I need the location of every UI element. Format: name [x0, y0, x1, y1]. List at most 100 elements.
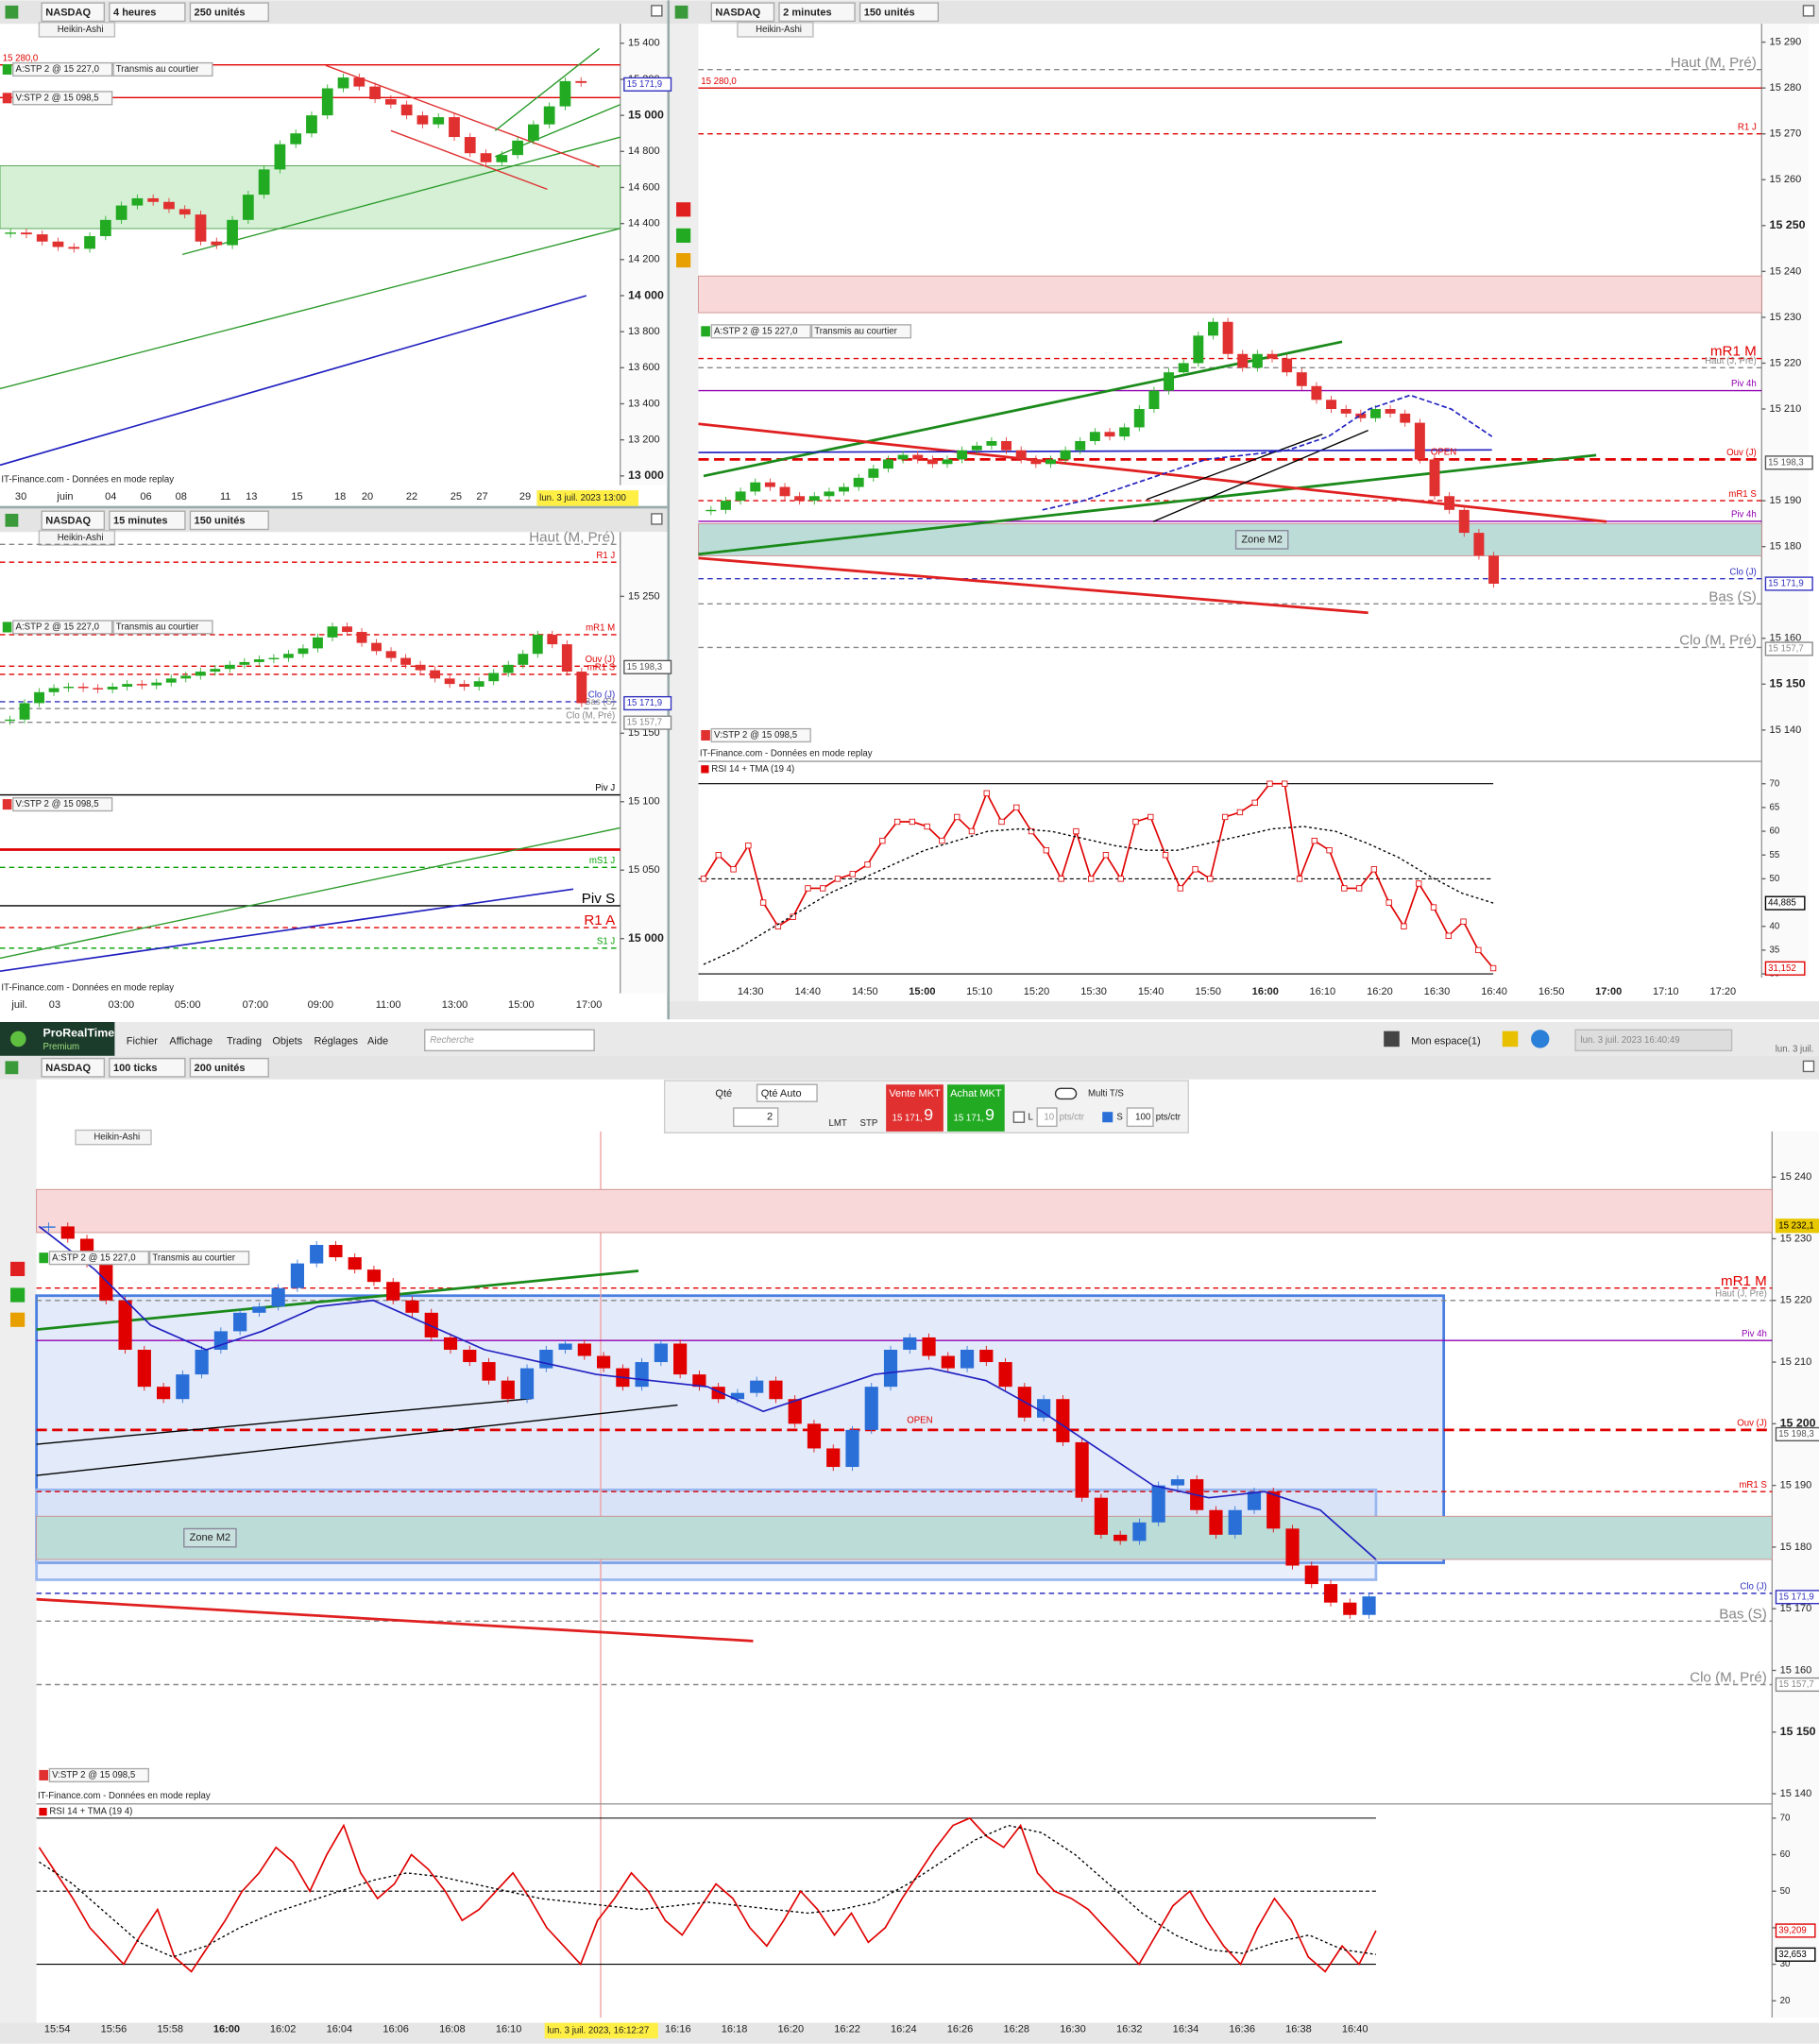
units-dropdown[interactable] [189, 2, 269, 23]
toggle[interactable] [1054, 1087, 1078, 1100]
buy-button[interactable] [947, 1084, 1005, 1132]
menu-item[interactable]: Affichage [169, 1036, 212, 1048]
l-input[interactable] [1036, 1107, 1058, 1128]
candle [52, 241, 64, 247]
candle [165, 678, 177, 683]
timeframe-dropdown[interactable] [109, 1057, 186, 1078]
instrument-dropdown[interactable] [41, 2, 106, 23]
tool-delete[interactable] [676, 202, 691, 217]
candle [1296, 372, 1307, 386]
instrument-dropdown[interactable] [710, 2, 775, 23]
cursor-label: lun. 3 juil. 2023, 16:12:27 [547, 2025, 649, 2035]
qty-auto-button[interactable] [756, 1083, 818, 1102]
qty-input[interactable] [733, 1107, 779, 1128]
s-input[interactable] [1126, 1107, 1154, 1128]
candle [1178, 363, 1189, 373]
x-tick-label: 11 [220, 491, 230, 502]
rsi-point [939, 837, 945, 844]
candle [371, 642, 382, 652]
candle [282, 654, 294, 658]
checkbox-s[interactable] [1102, 1112, 1114, 1123]
candle [1429, 459, 1440, 497]
rsi-point [1460, 918, 1467, 925]
candle [922, 1337, 936, 1356]
candle [826, 1448, 841, 1468]
candle [176, 1374, 190, 1400]
menu-item[interactable]: Réglages [314, 1036, 358, 1048]
tool-validate[interactable] [676, 228, 691, 243]
y-tick-label: 13 200 [628, 434, 660, 446]
x-tick-label: 15:00 [909, 986, 935, 997]
candle [1094, 1497, 1108, 1535]
x-tick-label: 29 [519, 491, 531, 502]
tool-validate[interactable] [10, 1287, 26, 1303]
audio-icon[interactable] [1531, 1030, 1550, 1048]
window-close[interactable] [1802, 1060, 1815, 1073]
candle [195, 672, 206, 676]
candle [561, 644, 572, 673]
candle [211, 241, 223, 246]
y-tick-label: 40 [1770, 921, 1780, 931]
candle [115, 205, 128, 220]
candle [268, 657, 280, 660]
candle [926, 459, 938, 465]
order-status: Transmis au courtier [814, 326, 897, 336]
sell-button[interactable] [886, 1084, 944, 1132]
instrument-dropdown[interactable] [41, 1057, 106, 1078]
units-dropdown[interactable] [189, 510, 269, 531]
window-close[interactable] [1802, 5, 1815, 17]
search-box[interactable] [424, 1029, 595, 1052]
units-dropdown[interactable] [858, 2, 940, 23]
trend-line [698, 449, 1492, 453]
candle [1056, 1399, 1070, 1442]
units-dropdown[interactable] [189, 1057, 269, 1078]
candle [424, 1312, 438, 1337]
x-tick-label: 15:30 [1080, 986, 1107, 997]
y-tick-label: 15 240 [1780, 1171, 1812, 1183]
timeframe-dropdown[interactable] [778, 2, 856, 23]
y-tick-label: 15 250 [1770, 218, 1806, 231]
x-tick-label: 16:28 [1003, 2023, 1029, 2035]
order-icon [2, 622, 12, 633]
menu-item[interactable]: Fichier [127, 1036, 158, 1048]
stp[interactable]: STP [860, 1118, 878, 1129]
menu-item[interactable]: Trading [227, 1036, 262, 1048]
candle [464, 137, 476, 154]
candle [482, 1362, 496, 1381]
menu-item[interactable]: Objets [272, 1036, 302, 1048]
window-close[interactable] [651, 5, 663, 17]
candle [366, 1269, 382, 1283]
cursor-label-bg [536, 490, 639, 506]
indicator-marker-label: 32,653 [1778, 1950, 1806, 1960]
y-tick-label: 13 800 [628, 326, 660, 337]
data-source: IT-Finance.com - Données en mode replay [700, 748, 873, 758]
level-label: mR1 S [587, 663, 615, 673]
level-label: mR1 M [1710, 344, 1757, 360]
candle [178, 209, 191, 215]
candle [313, 637, 323, 649]
instrument-dropdown[interactable] [41, 510, 106, 531]
workspace[interactable]: Mon espace(1) [1411, 1036, 1480, 1048]
save-icon[interactable] [1384, 1031, 1400, 1048]
tool-alert[interactable] [676, 253, 691, 268]
checkbox-l[interactable] [1012, 1111, 1026, 1123]
candle [1488, 555, 1500, 584]
window-close[interactable] [651, 513, 663, 525]
lmt[interactable]: LMT [828, 1118, 846, 1129]
datetime-box [1574, 1029, 1733, 1052]
order-status-bg [112, 61, 213, 77]
candle [1311, 385, 1322, 400]
tool-alert[interactable] [10, 1312, 26, 1327]
candle [353, 77, 366, 87]
price-marker [1775, 1218, 1819, 1234]
menu-item[interactable]: Aide [367, 1036, 388, 1048]
order-bg [48, 1767, 149, 1783]
folder-icon[interactable] [1502, 1031, 1519, 1048]
timeframe-dropdown[interactable] [109, 510, 186, 531]
rsi-point [1282, 780, 1288, 787]
candle [807, 1423, 822, 1449]
tool-delete[interactable] [10, 1261, 26, 1277]
rsi-point [1028, 827, 1035, 835]
candle [518, 654, 529, 665]
timeframe-dropdown[interactable] [109, 2, 186, 23]
